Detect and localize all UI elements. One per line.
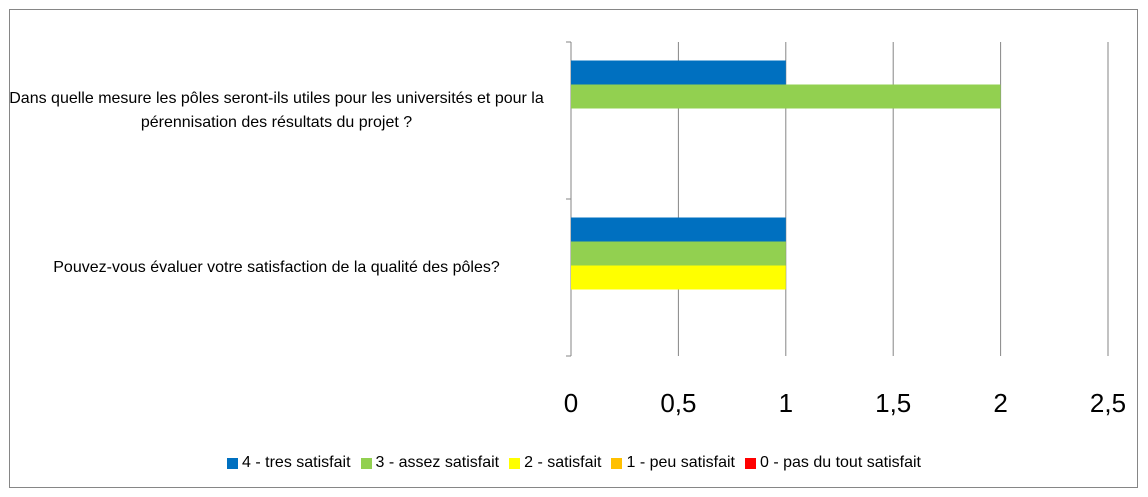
chart-border (9, 9, 1138, 488)
legend-swatch (611, 457, 623, 469)
bar (571, 60, 786, 85)
y-tick-label: Dans quelle mesure les pôles seront-ils … (9, 89, 544, 131)
legend-label: 3 - assez satisfait (375, 454, 500, 471)
legend-label: 1 - peu satisfait (626, 454, 735, 471)
legend-label: 0 - pas du tout satisfait (759, 454, 921, 471)
legend-item: 3 - assez satisfait (360, 454, 500, 472)
legend-item: 0 - pas du tout satisfait (744, 454, 921, 472)
y-tick-label: Pouvez-vous évaluer votre satisfaction d… (53, 258, 500, 276)
legend-swatch (509, 457, 521, 469)
bar (571, 241, 786, 266)
legend-label: 4 - tres satisfait (242, 454, 351, 471)
legend-item: 1 - peu satisfait (611, 454, 735, 472)
legend-swatch (227, 457, 239, 469)
legend: 4 - tres satisfait 3 - assez satisfait 2 -… (0, 454, 1148, 472)
legend-label: 2 - satisfait (524, 454, 602, 471)
bar (571, 265, 786, 290)
legend-swatch (360, 457, 372, 469)
legend-swatch (744, 457, 756, 469)
x-tick-label: 0,5 (660, 388, 696, 418)
x-tick-label: 2,5 (1090, 388, 1126, 418)
bar (571, 217, 786, 242)
x-tick-label: 2 (993, 388, 1007, 418)
x-tick-label: 1,5 (875, 388, 911, 418)
x-tick-label: 1 (779, 388, 793, 418)
x-tick-label: 0 (564, 388, 578, 418)
legend-item: 2 - satisfait (509, 454, 601, 472)
legend-item: 4 - tres satisfait (227, 454, 351, 472)
bar (571, 84, 1001, 109)
